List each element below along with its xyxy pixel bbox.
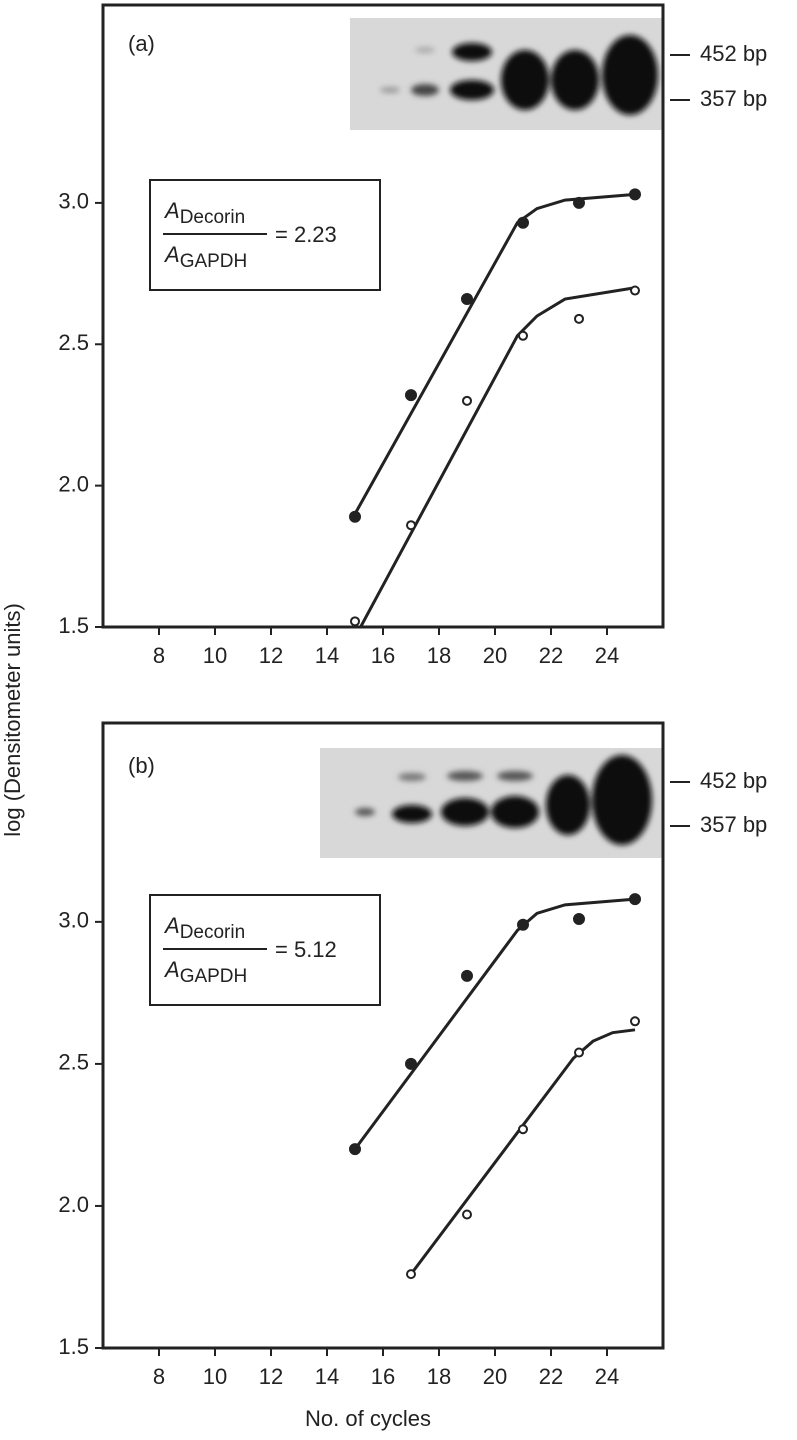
panel-label: (b): [128, 753, 155, 778]
gel-image: [320, 748, 662, 858]
open-point: [630, 1016, 640, 1027]
y-tick-label: 2.0: [58, 471, 89, 496]
filled-point: [461, 293, 473, 306]
x-tick-label: 12: [259, 643, 283, 668]
open-point: [518, 1124, 528, 1135]
open-point: [462, 1209, 472, 1220]
x-tick-label: 22: [539, 643, 563, 668]
y-tick-label: 3.0: [58, 908, 89, 933]
open-point: [574, 1047, 584, 1058]
filled-point: [349, 510, 361, 523]
filled-point: [629, 893, 641, 906]
x-tick-label: 8: [153, 643, 165, 668]
x-tick-label: 16: [371, 643, 395, 668]
x-tick-label: 24: [595, 643, 619, 668]
x-tick-label: 16: [371, 1364, 395, 1389]
filled-point: [349, 1143, 361, 1156]
ratio-result: = 5.12: [275, 937, 337, 962]
y-tick-label: 2.0: [58, 1192, 89, 1217]
x-tick-label: 12: [259, 1364, 283, 1389]
open-point: [406, 520, 416, 531]
band-label: 357 bp: [700, 86, 767, 111]
x-tick-label: 20: [483, 1364, 507, 1389]
x-tick-label: 14: [315, 643, 339, 668]
y-tick-label: 2.5: [58, 1050, 89, 1075]
ratio-subscript: GAPDH: [180, 251, 248, 272]
x-tick-label: 22: [539, 1364, 563, 1389]
gel-image: [350, 18, 662, 130]
x-tick-label: 20: [483, 643, 507, 668]
open-point: [462, 395, 472, 406]
y-tick-label: 2.5: [58, 330, 89, 355]
filled-point: [517, 918, 529, 931]
fit-curve: [359, 286, 636, 628]
filled-point: [517, 216, 529, 229]
open-point: [350, 616, 360, 627]
open-point: [518, 330, 528, 341]
x-tick-label: 24: [595, 1364, 619, 1389]
y-tick-label: 3.0: [58, 189, 89, 214]
ratio-subscript: Decorin: [180, 207, 245, 228]
filled-point: [573, 913, 585, 926]
band-label: 357 bp: [700, 812, 767, 837]
open-point: [406, 1269, 416, 1280]
y-axis-label: log (Densitometer units): [0, 603, 25, 837]
y-tick-label: 1.5: [58, 613, 89, 638]
fit-curve: [353, 897, 636, 1151]
panel-label: (a): [128, 31, 155, 56]
filled-point: [573, 196, 585, 209]
band-label: 452 bp: [700, 768, 767, 793]
y-tick-label: 1.5: [58, 1334, 89, 1359]
x-tick-label: 10: [203, 643, 227, 668]
ratio-result: = 2.23: [275, 222, 337, 247]
filled-point: [405, 1057, 417, 1070]
ratio-subscript: Decorin: [180, 922, 245, 943]
band-label: 452 bp: [700, 41, 767, 66]
x-tick-label: 14: [315, 1364, 339, 1389]
x-tick-label: 18: [427, 643, 451, 668]
fit-curve: [353, 192, 636, 515]
filled-point: [405, 389, 417, 402]
open-point: [574, 313, 584, 324]
x-tick-label: 18: [427, 1364, 451, 1389]
filled-point: [461, 969, 473, 982]
x-axis-label: No. of cycles: [305, 1406, 431, 1431]
x-tick-label: 8: [153, 1364, 165, 1389]
fit-curve: [409, 1028, 636, 1276]
filled-point: [629, 188, 641, 201]
x-tick-label: 10: [203, 1364, 227, 1389]
ratio-subscript: GAPDH: [180, 966, 248, 987]
open-point: [630, 285, 640, 296]
